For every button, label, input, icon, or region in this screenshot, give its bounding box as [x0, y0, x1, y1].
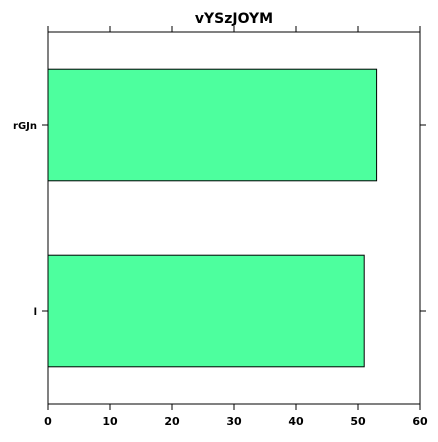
x-tick-label-2: 20 — [164, 415, 180, 428]
chart-title: vYSzJOYM — [195, 11, 273, 27]
category-label-0: rGJn — [13, 121, 37, 132]
ticks-group — [42, 26, 426, 410]
bar-1 — [47, 254, 365, 368]
x-tick-label-1: 10 — [102, 415, 118, 428]
x-tick-label-5: 50 — [350, 415, 366, 428]
x-tick-label-4: 40 — [288, 415, 304, 428]
bar-0 — [47, 68, 378, 182]
bars-group — [47, 68, 378, 368]
x-tick-label-3: 30 — [226, 415, 242, 428]
category-label-1: l — [34, 307, 37, 318]
labels-group: rGJn l 0 10 20 30 40 50 60 — [13, 121, 428, 428]
x-tick-label-0: 0 — [44, 415, 52, 428]
x-tick-label-6: 60 — [412, 415, 428, 428]
